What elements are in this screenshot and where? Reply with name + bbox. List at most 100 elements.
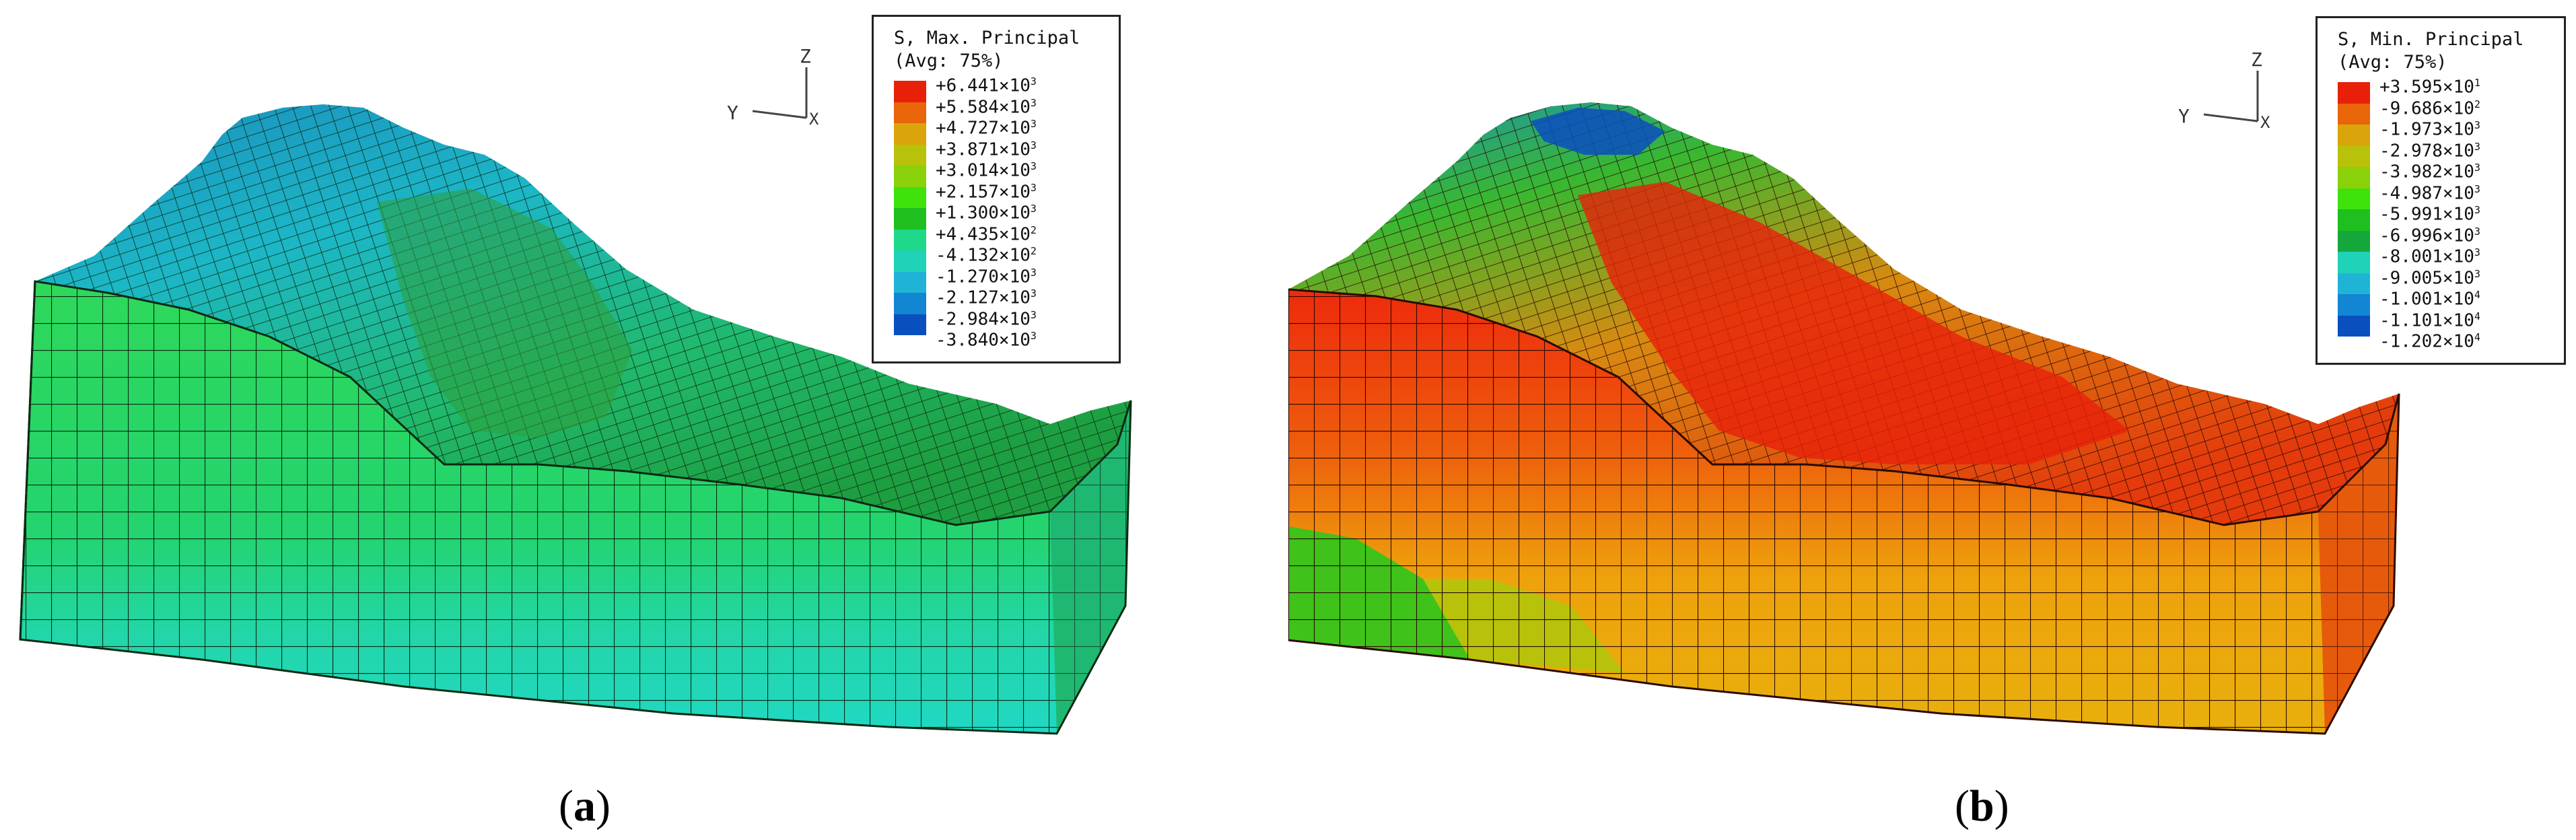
legend-mantissa: +3.871 [936,139,999,160]
legend-swatch [2338,188,2370,209]
legend-swatch [894,102,926,123]
triad-z-label: Z [2251,48,2262,71]
legend-value: -1.001×104 [2379,289,2480,310]
legend-value: -9.005×103 [2379,267,2480,289]
legend-value: -2.984×103 [936,308,1037,330]
legend-swatch [894,144,926,166]
legend-value: -3.840×103 [936,330,1037,351]
legend-mantissa: -4.132 [936,245,999,266]
legend-value: -1.973×103 [2379,119,2480,140]
legend-value: -8.001×103 [2379,246,2480,267]
legend-mantissa: +3.014 [936,160,999,181]
legend-exponent: 3 [1030,181,1037,194]
legend-exponent: 4 [2474,331,2480,343]
legend-title: S, Min. Principal [2338,29,2524,50]
legend-subtitle: (Avg: 75%) [2338,52,2447,73]
legend-exponent: 3 [2474,204,2480,216]
legend-mantissa: +4.727 [936,118,999,139]
legend-subtitle: (Avg: 75%) [894,50,1004,71]
legend-mantissa: -1.202 [2379,331,2443,352]
legend-title: S, Max. Principal [894,28,1080,48]
legend-value: -1.202×104 [2379,331,2480,352]
legend-swatch [2338,125,2370,146]
legend-mantissa: -1.101 [2379,310,2443,331]
legend-value: +2.157×103 [936,181,1037,203]
panel-a-max-principal: Z Y X S, Max. Principal (Avg: 75%) +6.44… [19,15,1132,831]
triad-x-label: X [2260,113,2270,132]
legend-swatch [2338,145,2370,167]
legend-value: -4.132×102 [936,245,1037,266]
triad-z-label: Z [800,45,811,67]
legend-swatch [894,314,926,335]
legend-mantissa: -2.978 [2379,141,2443,162]
legend-swatch [894,208,926,230]
legend-exponent: 2 [2474,98,2480,110]
legend-value: -1.270×103 [936,266,1037,287]
legend-swatch [894,81,926,102]
legend-mantissa: -2.127 [936,287,999,308]
legend-mantissa: +2.157 [936,182,999,203]
legend-swatch [894,123,926,145]
legend-mantissa: -3.840 [936,330,999,351]
legend-value: -4.987×103 [2379,182,2480,204]
legend-swatch [2338,82,2370,104]
legend-mantissa: -1.270 [936,267,999,287]
legend-swatch [894,293,926,314]
legend-exponent: 3 [2474,162,2480,174]
legend-exponent: 4 [2474,289,2480,301]
fem-contour-plot-max-principal [19,104,1132,735]
triad-y-label: Y [2178,105,2190,127]
legend-value: +5.584×103 [936,96,1037,118]
legend-swatch [2338,103,2370,125]
legend-exponent: 3 [2474,225,2480,238]
legend-exponent: 3 [1030,118,1037,130]
caption-letter: b [1969,781,1994,831]
legend-mantissa: -6.996 [2379,225,2443,246]
legend-exponent: 3 [2474,182,2480,195]
caption-letter: a [573,781,596,831]
legend-mantissa: -9.686 [2379,98,2443,119]
legend-exponent: 3 [2474,246,2480,258]
legend-mantissa: -2.984 [936,309,999,330]
legend-swatch [2338,209,2370,231]
legend-mantissa: +3.595 [2379,77,2443,98]
legend-exponent: 3 [1030,203,1037,215]
panel-caption: (b) [1955,781,2009,831]
axis-triad: Z Y X [727,45,819,129]
legend-exponent: 3 [1030,96,1037,109]
legend-mantissa: -9.005 [2379,268,2443,289]
legend-mantissa: +5.584 [936,97,999,118]
legend-mantissa: -8.001 [2379,246,2443,267]
legend-exponent: 3 [1030,75,1037,88]
legend-exponent: 3 [1030,308,1037,321]
legend-value: -3.982×103 [2379,162,2480,182]
legend-mantissa: +1.300 [936,203,999,223]
legend-swatch [2338,294,2370,316]
legend-exponent: 3 [2474,267,2480,280]
legend-swatch [2338,273,2370,294]
axis-triad: Z Y X [2178,48,2270,132]
legend-value: -1.101×104 [2379,310,2480,331]
legend-exponent: 3 [1030,287,1037,300]
legend-value: +3.595×101 [2379,77,2480,98]
triad-y-label: Y [727,102,738,124]
legend-swatch [894,229,926,250]
legend-swatch [894,271,926,293]
legend-swatch [894,166,926,187]
legend-exponent: 2 [1030,245,1037,257]
legend-exponent: 3 [1030,160,1037,172]
legend-value: +4.435×102 [936,223,1037,245]
fem-contour-plot-min-principal [1288,102,2400,735]
legend-mantissa: -5.991 [2379,204,2443,225]
legend-min-principal: S, Min. Principal (Avg: 75%) +3.595×101-… [2316,16,2566,365]
legend-exponent: 3 [1030,139,1037,151]
legend-value: +4.727×103 [936,118,1037,139]
legend-exponent: 3 [1030,266,1037,279]
legend-mantissa: -1.001 [2379,289,2443,310]
triad-x-label: X [809,110,819,129]
legend-mantissa: +6.441 [936,75,999,96]
legend-swatch [894,250,926,272]
legend-value: -5.991×103 [2379,204,2480,225]
legend-exponent: 3 [2474,140,2480,153]
legend-swatch [894,186,926,208]
